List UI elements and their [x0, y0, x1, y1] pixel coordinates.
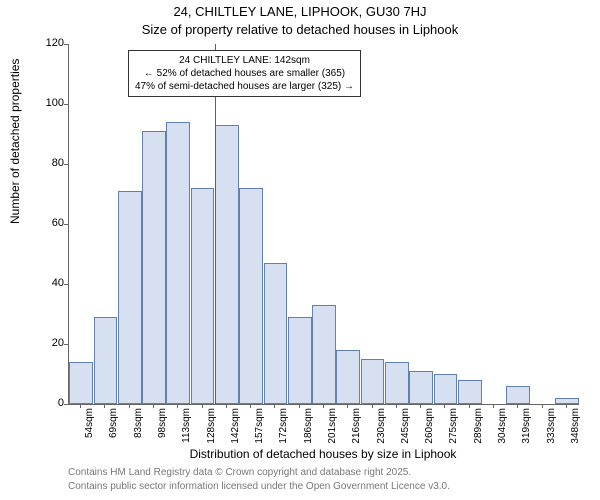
- plot-area: 24 CHILTLEY LANE: 142sqm← 52% of detache…: [68, 44, 579, 405]
- y-tick-mark: [64, 404, 68, 405]
- histogram-bar: [118, 191, 142, 404]
- x-tick-label: 201sqm: [327, 408, 338, 456]
- histogram-bar: [336, 350, 360, 404]
- x-tick-label: 304sqm: [497, 408, 508, 456]
- x-tick-mark: [274, 404, 275, 408]
- property-marker-line: [215, 44, 216, 404]
- histogram-bar: [458, 380, 482, 404]
- histogram-bar: [506, 386, 530, 404]
- histogram-bar: [142, 131, 166, 404]
- x-tick-mark: [104, 404, 105, 408]
- histogram-bar: [264, 263, 288, 404]
- y-tick-mark: [64, 344, 68, 345]
- histogram-bar: [288, 317, 312, 404]
- x-tick-label: 289sqm: [473, 408, 484, 456]
- x-tick-label: 54sqm: [84, 408, 95, 456]
- histogram-bar: [166, 122, 190, 404]
- footer-copyright: Contains HM Land Registry data © Crown c…: [68, 467, 411, 478]
- y-tick-label: 60: [24, 217, 64, 229]
- y-tick-label: 40: [24, 277, 64, 289]
- x-tick-label: 98sqm: [157, 408, 168, 456]
- histogram-bar: [215, 125, 239, 404]
- histogram-bar: [69, 362, 93, 404]
- chart-container: 24, CHILTLEY LANE, LIPHOOK, GU30 7HJ Siz…: [0, 0, 600, 500]
- title-line1: 24, CHILTLEY LANE, LIPHOOK, GU30 7HJ: [0, 4, 600, 19]
- x-tick-mark: [396, 404, 397, 408]
- y-tick-label: 20: [24, 337, 64, 349]
- x-tick-label: 319sqm: [521, 408, 532, 456]
- y-tick-mark: [64, 224, 68, 225]
- x-tick-label: 230sqm: [376, 408, 387, 456]
- histogram-bar: [385, 362, 409, 404]
- x-tick-mark: [493, 404, 494, 408]
- x-tick-label: 260sqm: [424, 408, 435, 456]
- histogram-bar: [312, 305, 336, 404]
- annotation-line2: ← 52% of detached houses are smaller (36…: [135, 67, 354, 80]
- x-tick-label: 348sqm: [570, 408, 581, 456]
- x-tick-label: 142sqm: [230, 408, 241, 456]
- x-tick-label: 275sqm: [448, 408, 459, 456]
- annotation-line1: 24 CHILTLEY LANE: 142sqm: [135, 54, 354, 67]
- x-tick-mark: [177, 404, 178, 408]
- x-tick-label: 113sqm: [181, 408, 192, 456]
- x-tick-mark: [469, 404, 470, 408]
- histogram-bar: [94, 317, 118, 404]
- y-tick-label: 120: [24, 37, 64, 49]
- x-tick-label: 128sqm: [206, 408, 217, 456]
- x-tick-mark: [202, 404, 203, 408]
- histogram-bar: [555, 398, 579, 404]
- x-tick-mark: [250, 404, 251, 408]
- histogram-bar: [239, 188, 263, 404]
- histogram-bar: [191, 188, 215, 404]
- x-tick-mark: [80, 404, 81, 408]
- x-tick-label: 69sqm: [108, 408, 119, 456]
- footer-licence: Contains public sector information licen…: [68, 481, 450, 492]
- y-tick-mark: [64, 164, 68, 165]
- histogram-bar: [361, 359, 385, 404]
- x-tick-mark: [566, 404, 567, 408]
- y-tick-label: 80: [24, 157, 64, 169]
- x-tick-label: 186sqm: [303, 408, 314, 456]
- y-axis-label: Number of detached properties: [8, 59, 22, 224]
- annotation-box: 24 CHILTLEY LANE: 142sqm← 52% of detache…: [128, 50, 361, 97]
- y-tick-mark: [64, 104, 68, 105]
- x-tick-label: 157sqm: [254, 408, 265, 456]
- x-tick-mark: [420, 404, 421, 408]
- y-tick-label: 100: [24, 97, 64, 109]
- y-tick-mark: [64, 284, 68, 285]
- x-tick-label: 83sqm: [133, 408, 144, 456]
- title-line2: Size of property relative to detached ho…: [0, 22, 600, 37]
- x-tick-mark: [226, 404, 227, 408]
- x-tick-mark: [517, 404, 518, 408]
- annotation-line3: 47% of semi-detached houses are larger (…: [135, 80, 354, 93]
- x-tick-mark: [129, 404, 130, 408]
- x-tick-label: 245sqm: [400, 408, 411, 456]
- x-tick-label: 172sqm: [278, 408, 289, 456]
- x-tick-mark: [347, 404, 348, 408]
- y-tick-mark: [64, 44, 68, 45]
- histogram-bar: [409, 371, 433, 404]
- x-tick-label: 333sqm: [546, 408, 557, 456]
- histogram-bar: [434, 374, 458, 404]
- x-tick-mark: [153, 404, 154, 408]
- x-tick-label: 216sqm: [351, 408, 362, 456]
- y-tick-label: 0: [24, 397, 64, 409]
- x-tick-mark: [323, 404, 324, 408]
- x-tick-mark: [299, 404, 300, 408]
- x-tick-mark: [372, 404, 373, 408]
- x-tick-mark: [444, 404, 445, 408]
- x-tick-mark: [542, 404, 543, 408]
